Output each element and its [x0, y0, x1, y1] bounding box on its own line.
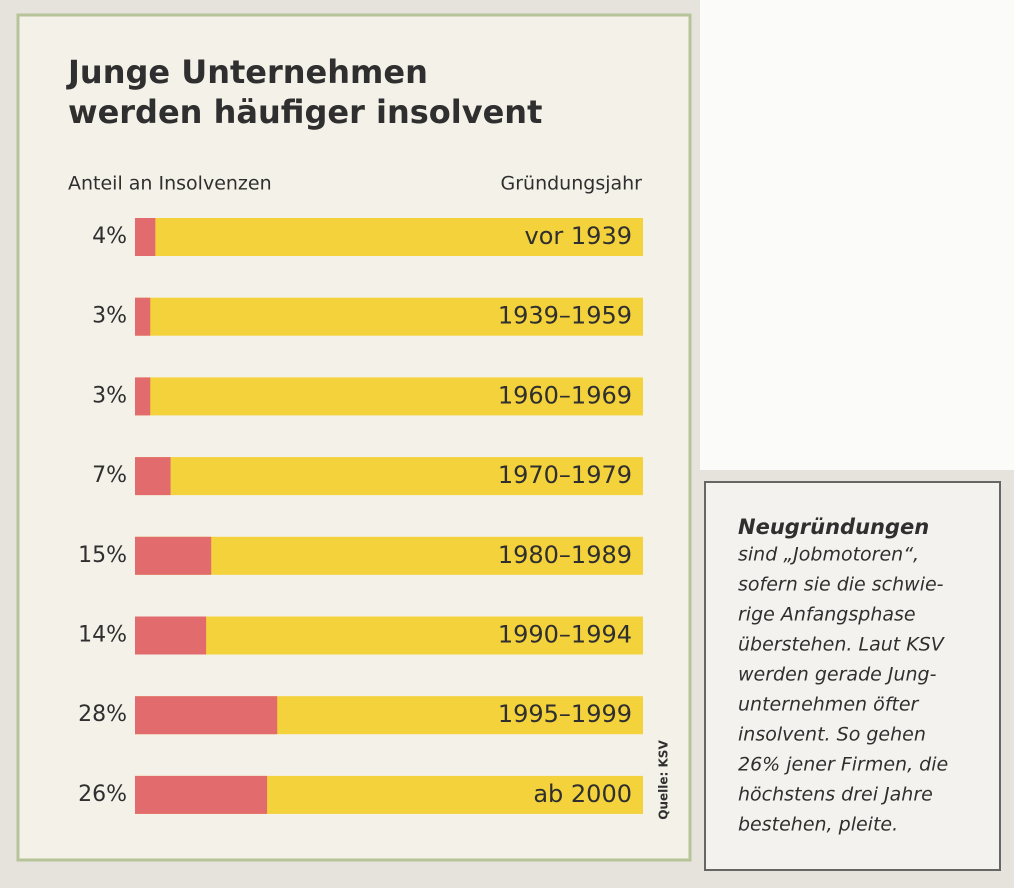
- value-label: 14%: [78, 623, 127, 648]
- chart-title: Junge Unternehmen: [66, 53, 428, 91]
- category-label: 1960–1969: [498, 381, 632, 409]
- blank-area: [700, 0, 1014, 470]
- source: Quelle: KSV: [657, 740, 671, 820]
- sidebar-line: höchstens drei Jahre: [738, 784, 933, 806]
- sidebar-line: sofern sie die schwie-: [738, 574, 944, 596]
- sidebar-line: insolvent. So gehen: [738, 724, 926, 746]
- category-label: 1990–1994: [498, 621, 632, 649]
- category-label: 1970–1979: [498, 461, 632, 489]
- sidebar-line: 26% jener Firmen, die: [738, 754, 948, 776]
- bar-track: [135, 218, 643, 256]
- sidebar-line: sind „Jobmotoren“,: [738, 544, 919, 566]
- sidebar-heading: Neugründungen: [738, 515, 929, 539]
- bar: [135, 696, 278, 735]
- category-label: 1995–1999: [498, 700, 632, 728]
- bar: [135, 457, 171, 496]
- sidebar-line: unternehmen öfter: [738, 694, 920, 716]
- axis-label: Anteil an Insolvenzen: [68, 173, 272, 195]
- bar: [135, 536, 212, 575]
- category-label: 1980–1989: [498, 541, 632, 569]
- bar-track: [135, 297, 643, 336]
- value-label: 4%: [92, 224, 127, 249]
- sidebar-line: werden gerade Jung-: [738, 664, 937, 686]
- category-label: vor 1939: [525, 222, 632, 250]
- bar-track: [135, 377, 643, 416]
- category-label: 1939–1959: [498, 302, 632, 330]
- bar: [135, 297, 151, 336]
- bar-track: [135, 616, 643, 655]
- sidebar-line: bestehen, pleite.: [738, 814, 898, 836]
- sidebar-line: überstehen. Laut KSV: [738, 634, 946, 656]
- value-label: 28%: [78, 702, 127, 727]
- bar-track: [135, 457, 643, 496]
- bar: [135, 616, 207, 655]
- value-label: 26%: [78, 782, 127, 807]
- bar-track: [135, 536, 643, 575]
- value-label: 3%: [92, 383, 127, 408]
- chart-title: werden häufiger insolvent: [68, 93, 542, 131]
- value-label: 3%: [92, 304, 127, 329]
- axis-label: Gründungsjahr: [501, 173, 643, 195]
- sidebar-line: rige Anfangsphase: [738, 604, 916, 626]
- bar: [135, 377, 151, 416]
- bar: [135, 775, 268, 814]
- sidebar-box: [704, 481, 1001, 871]
- value-label: 7%: [92, 463, 127, 488]
- value-label: 15%: [78, 543, 127, 568]
- bar: [135, 218, 156, 256]
- category-label: ab 2000: [533, 780, 632, 808]
